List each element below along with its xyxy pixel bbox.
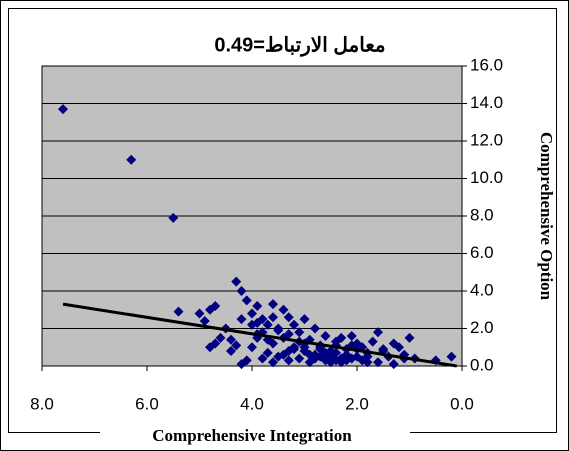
label-gap	[100, 424, 410, 444]
point	[247, 308, 257, 319]
point	[268, 299, 278, 310]
point	[446, 351, 457, 362]
x-tick-label: 0.0	[450, 394, 474, 413]
point	[194, 308, 205, 319]
plot-border	[41, 65, 463, 367]
point	[236, 314, 247, 325]
point	[236, 286, 247, 296]
point	[252, 317, 263, 328]
point	[241, 295, 252, 306]
point	[231, 340, 242, 351]
point	[404, 332, 415, 343]
point	[226, 346, 236, 356]
point	[362, 357, 373, 368]
point	[262, 347, 273, 358]
x-tick-label: 2.0	[345, 394, 369, 413]
point	[278, 304, 289, 315]
point	[268, 357, 278, 368]
point	[283, 329, 294, 340]
y-tick-label: 2.0	[470, 318, 494, 337]
chart-title: معامل الارتباط=0.49	[214, 34, 385, 57]
y-tick-label: 10.0	[470, 168, 503, 187]
point	[168, 212, 179, 223]
y-tick-label: 6.0	[470, 243, 494, 262]
point	[310, 323, 320, 334]
point	[352, 351, 362, 362]
point	[283, 355, 294, 366]
point	[294, 353, 305, 364]
y-tick-label: 8.0	[470, 205, 494, 224]
point	[373, 357, 383, 368]
y-tick-label: 4.0	[470, 280, 494, 299]
point	[252, 301, 263, 311]
point	[199, 316, 210, 326]
y-tick-label: 16.0	[470, 55, 503, 74]
point	[315, 351, 326, 362]
point	[205, 342, 215, 353]
y-tick-label: 14.0	[470, 93, 503, 112]
y-axis-title: Comprehensive Option	[537, 132, 556, 301]
trendline	[62, 302, 457, 368]
point	[247, 342, 257, 353]
point	[394, 342, 404, 353]
point	[58, 104, 68, 115]
point	[373, 327, 383, 338]
point	[331, 347, 341, 358]
point	[226, 334, 236, 345]
point	[210, 301, 221, 311]
y-tick-label: 12.0	[470, 130, 503, 149]
point	[294, 327, 305, 338]
point	[231, 276, 242, 287]
point	[299, 314, 310, 325]
point	[388, 359, 399, 370]
point	[215, 332, 226, 343]
point	[283, 346, 294, 356]
point	[336, 332, 347, 343]
y-tick-label: 0.0	[470, 355, 494, 374]
point	[362, 351, 373, 362]
point	[331, 355, 341, 366]
point	[283, 312, 294, 323]
x-tick-label: 4.0	[240, 394, 264, 413]
point	[273, 325, 284, 336]
x-axis-title: Comprehensive Integration	[152, 426, 352, 445]
point	[262, 319, 273, 330]
point	[257, 353, 268, 364]
point	[304, 349, 315, 360]
point	[289, 319, 299, 330]
x-tick-label: 8.0	[30, 394, 54, 413]
point	[320, 331, 331, 341]
point	[346, 331, 357, 341]
point	[241, 355, 252, 366]
point	[367, 336, 378, 347]
point	[173, 306, 184, 317]
point	[299, 342, 310, 353]
point	[268, 312, 278, 323]
point	[126, 154, 137, 165]
x-tick-label: 6.0	[135, 394, 159, 413]
